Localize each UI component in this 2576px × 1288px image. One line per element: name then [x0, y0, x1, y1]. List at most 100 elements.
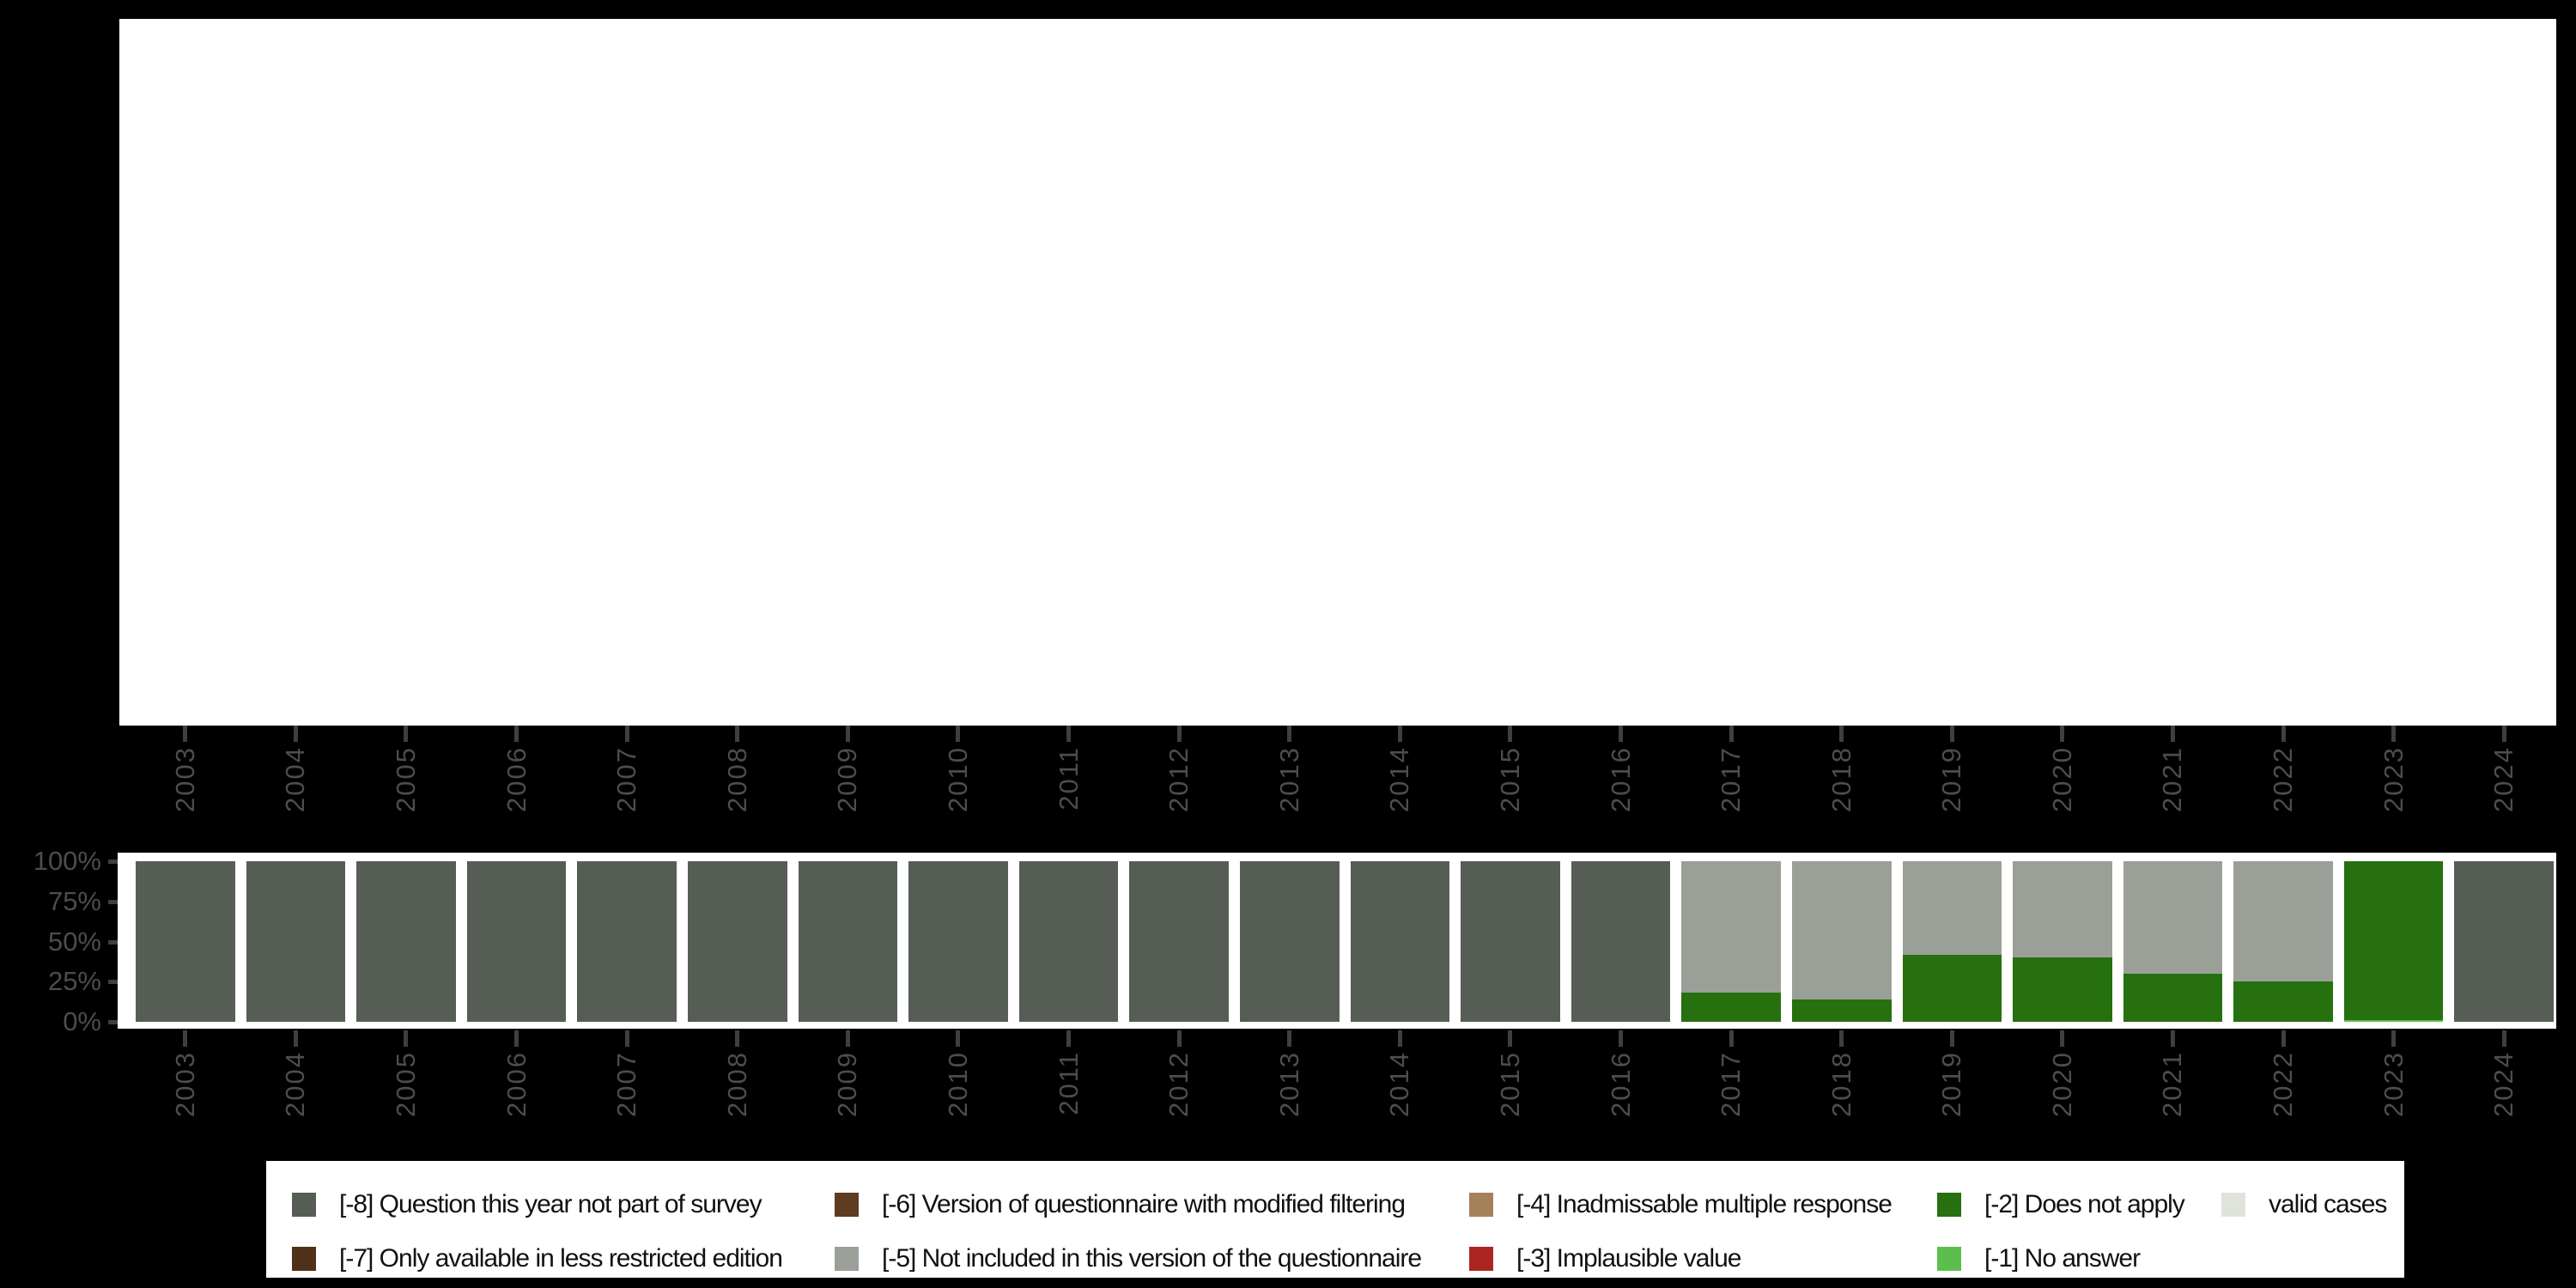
bar-segment-minus-8-2014: [1350, 861, 1450, 1022]
x-axis-cell-2016: 2016: [1571, 1030, 1671, 1159]
x-tick-bottom-2017: [1728, 1030, 1734, 1047]
x-tick-label-bottom-2013: 2013: [1273, 1051, 1304, 1117]
x-axis-cell-2017: 2017: [1681, 726, 1781, 854]
bar-segment-minus-2-2019: [1902, 954, 2002, 1022]
x-axis-cell-2006: 2006: [467, 726, 567, 854]
y-tick-label-50: 50%: [47, 926, 101, 957]
bar-segment-minus-5-2019: [1902, 861, 2002, 955]
x-tick-top-2021: [2170, 726, 2175, 742]
legend-label-minus-6: [-6] Version of questionnaire with modif…: [882, 1190, 1406, 1218]
legend-label-valid-cases: valid cases: [2269, 1190, 2387, 1218]
bar-segment-minus-8-2005: [356, 861, 456, 1022]
x-tick-label-bottom-2007: 2007: [611, 1051, 642, 1117]
legend-swatch-minus-4: [1469, 1193, 1493, 1217]
legend-item-minus-6: [-6] Version of questionnaire with modif…: [835, 1190, 1406, 1218]
x-axis-cell-2004: 2004: [246, 1030, 346, 1159]
y-tick-label-75: 75%: [47, 885, 101, 916]
x-axis-cell-2009: 2009: [799, 726, 898, 854]
legend-label-minus-1: [-1] No answer: [1984, 1244, 2141, 1273]
x-tick-label-top-2020: 2020: [2046, 746, 2077, 812]
x-tick-label-bottom-2011: 2011: [1053, 1051, 1084, 1115]
bar-segment-minus-8-2004: [246, 861, 346, 1022]
x-axis-cell-2023: 2023: [2344, 726, 2444, 854]
x-axis-cell-2020: 2020: [2013, 726, 2112, 854]
x-axis-cell-2010: 2010: [908, 726, 1008, 854]
x-tick-label-top-2012: 2012: [1163, 746, 1194, 812]
x-tick-label-bottom-2010: 2010: [942, 1051, 973, 1117]
x-axis-cell-2003: 2003: [136, 726, 235, 854]
x-tick-bottom-2014: [1397, 1030, 1402, 1047]
x-tick-label-bottom-2023: 2023: [2378, 1051, 2409, 1117]
x-tick-label-bottom-2003: 2003: [169, 1051, 200, 1117]
x-tick-label-top-2014: 2014: [1384, 746, 1415, 812]
x-tick-top-2010: [956, 726, 961, 742]
x-tick-top-2009: [845, 726, 850, 742]
legend-item-minus-8: [-8] Question this year not part of surv…: [292, 1192, 762, 1218]
x-tick-label-top-2017: 2017: [1716, 746, 1747, 812]
legend-item-minus-3: [-3] Implausible value: [1469, 1246, 1741, 1272]
bar-segment-minus-8-2008: [687, 861, 787, 1022]
legend-item-minus-5: [-5] Not included in this version of the…: [835, 1246, 1422, 1272]
x-axis-cell-2021: 2021: [2123, 726, 2223, 854]
bar-2003: [136, 861, 235, 1022]
bar-2015: [1461, 861, 1560, 1022]
x-tick-label-top-2018: 2018: [1826, 746, 1856, 812]
legend-item-minus-4: [-4] Inadmissable multiple response: [1469, 1192, 1893, 1218]
bar-segment-minus-8-2007: [577, 861, 677, 1022]
x-axis-cell-2007: 2007: [577, 1030, 677, 1159]
bar-2022: [2233, 860, 2333, 1022]
bar-2010: [908, 861, 1008, 1022]
x-tick-label-bottom-2005: 2005: [390, 1051, 421, 1117]
legend-label-minus-2: [-2] Does not apply: [1984, 1190, 2185, 1218]
x-tick-label-bottom-2014: 2014: [1384, 1051, 1415, 1117]
legend-item-minus-7: [-7] Only available in less restricted e…: [292, 1246, 783, 1272]
bar-segment-minus-8-2013: [1239, 861, 1340, 1022]
x-axis-cell-2008: 2008: [688, 1030, 787, 1159]
x-tick-top-2019: [1949, 726, 1954, 742]
x-tick-top-2008: [735, 726, 740, 742]
x-tick-top-2012: [1176, 726, 1182, 742]
x-tick-bottom-2012: [1176, 1030, 1182, 1047]
x-axis-cell-2011: 2011: [1019, 1030, 1119, 1159]
x-axis-cell-2018: 2018: [1792, 1030, 1892, 1159]
legend-swatch-minus-7: [292, 1247, 316, 1271]
legend-label-minus-8: [-8] Question this year not part of surv…: [339, 1190, 762, 1218]
x-axis-cell-2019: 2019: [1903, 1030, 2002, 1159]
bar-2011: [1018, 861, 1119, 1022]
x-tick-bottom-2010: [956, 1030, 961, 1047]
x-axis-cell-2010: 2010: [908, 1030, 1008, 1159]
legend-label-minus-3: [-3] Implausible value: [1516, 1244, 1741, 1273]
x-tick-bottom-2016: [1619, 1030, 1624, 1047]
x-tick-label-bottom-2020: 2020: [2046, 1051, 2077, 1117]
legend-swatch-minus-8: [292, 1193, 316, 1217]
bar-2005: [356, 861, 456, 1022]
legend-swatch-minus-5: [835, 1247, 859, 1271]
x-tick-top-2005: [404, 726, 409, 742]
x-tick-bottom-2006: [514, 1030, 519, 1047]
x-tick-label-top-2004: 2004: [280, 746, 311, 812]
x-tick-label-top-2013: 2013: [1273, 746, 1304, 812]
x-tick-label-bottom-2017: 2017: [1716, 1051, 1747, 1117]
x-tick-label-top-2009: 2009: [832, 746, 863, 812]
bar-segment-minus-1-2023: [2343, 1020, 2444, 1022]
y-tick-50: [108, 939, 118, 945]
x-tick-bottom-2009: [845, 1030, 850, 1047]
legend-swatch-minus-1: [1937, 1247, 1961, 1271]
x-axis-cell-2015: 2015: [1461, 726, 1560, 854]
bar-segment-minus-8-2024: [2454, 861, 2555, 1022]
x-tick-top-2004: [293, 726, 298, 742]
x-axis-cell-2022: 2022: [2233, 1030, 2333, 1159]
x-tick-bottom-2015: [1508, 1030, 1513, 1047]
bar-2008: [687, 861, 787, 1022]
x-axis-cell-2003: 2003: [136, 1030, 235, 1159]
x-tick-top-2022: [2281, 726, 2286, 742]
legend-item-valid-cases: valid cases: [2221, 1190, 2387, 1218]
x-tick-top-2003: [183, 726, 188, 742]
x-tick-bottom-2024: [2501, 1030, 2506, 1047]
x-tick-label-top-2021: 2021: [2157, 746, 2188, 812]
x-tick-label-top-2015: 2015: [1494, 746, 1525, 812]
x-tick-label-top-2003: 2003: [169, 746, 200, 812]
x-tick-bottom-2023: [2391, 1030, 2397, 1047]
x-axis-cell-2016: 2016: [1571, 726, 1671, 854]
bar-segment-minus-5-2018: [1791, 861, 1892, 999]
